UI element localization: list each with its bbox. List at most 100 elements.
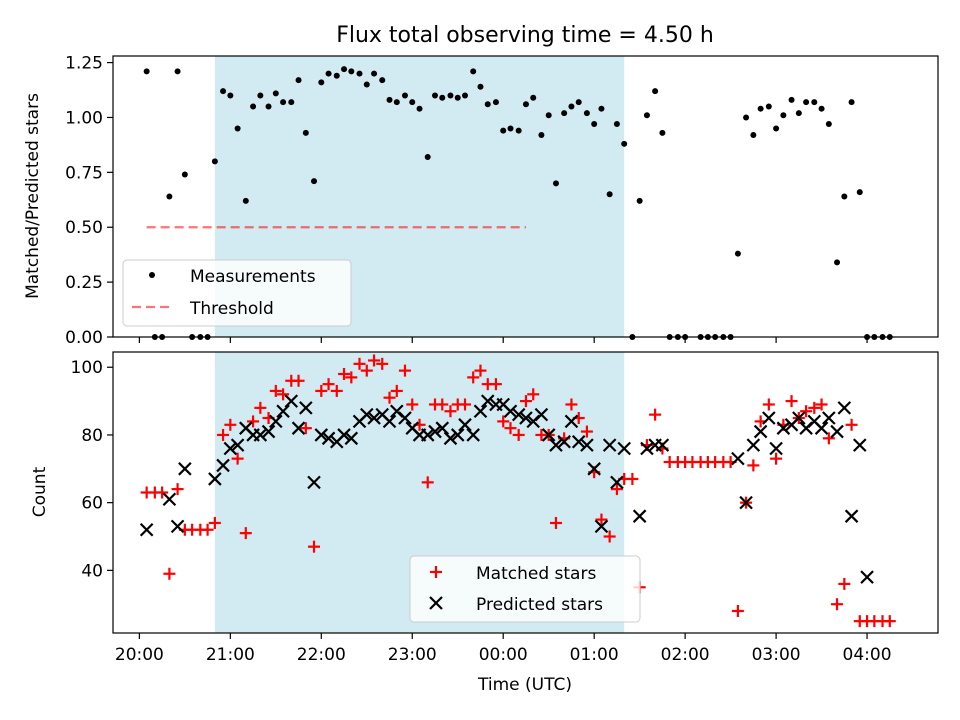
measurement-point	[356, 70, 363, 77]
predicted-stars-point	[610, 475, 624, 490]
measurement-point	[621, 140, 628, 147]
measurement-point	[788, 96, 795, 103]
predicted-stars-point	[594, 519, 609, 534]
predicted-stars-point	[178, 462, 192, 476]
measurement-point	[371, 70, 378, 77]
top-panel-marks	[112, 55, 939, 340]
measurement-point	[272, 90, 279, 97]
matched-stars-point	[322, 378, 335, 391]
predicted-stars-point	[852, 438, 867, 452]
y-tick-label: 0.00	[65, 328, 103, 348]
measurement-point	[507, 125, 514, 132]
predicted-stars-point	[792, 411, 806, 425]
matched-stars-point	[338, 368, 351, 381]
matched-stars-point	[224, 418, 237, 431]
measurement-point	[795, 110, 802, 117]
matched-stars-point	[580, 425, 593, 438]
measurement-point	[643, 112, 650, 119]
predicted-stars-point	[580, 438, 594, 452]
matched-stars-point	[299, 422, 312, 435]
matched-stars-point	[406, 398, 419, 411]
top-panel: 0.00 0.25 0.50 0.75 1.00 1.25 Matched/Predict…	[23, 54, 939, 348]
matched-stars-point	[497, 415, 510, 428]
measurement-point	[447, 92, 454, 99]
measurement-point	[583, 110, 590, 117]
measurement-point	[386, 96, 393, 103]
measurement-point	[811, 99, 818, 106]
measurement-point	[848, 99, 855, 106]
predicted-stars-point	[844, 509, 859, 523]
measurement-point	[143, 68, 150, 75]
matched-stars-point	[163, 567, 176, 580]
measurement-point	[613, 121, 620, 128]
chart-title: Flux total observing time = 4.50 h	[336, 23, 714, 48]
matched-stars-point	[883, 615, 896, 628]
y-tick-label: 1.25	[65, 54, 103, 74]
y-tick-label: 0.25	[65, 273, 103, 293]
bottom-legend-box	[409, 555, 641, 623]
predicted-stars-point	[314, 428, 329, 442]
matched-stars-point	[156, 486, 169, 499]
matched-stars-point	[239, 527, 252, 540]
measurement-point	[416, 105, 423, 112]
predicted-stars-point	[655, 438, 670, 452]
predicted-stars-point	[458, 418, 472, 432]
measurement-point	[462, 92, 469, 99]
matched-stars-point	[444, 405, 457, 418]
y-tick-label: 100	[71, 358, 103, 378]
measurement-point	[856, 189, 863, 196]
measurement-point	[250, 103, 257, 110]
matched-stars-point	[201, 523, 214, 536]
predicted-stars-point	[762, 411, 776, 425]
measurement-point	[552, 180, 559, 187]
measurement-point	[530, 94, 537, 101]
measurement-point	[477, 83, 484, 90]
matched-stars-point	[474, 364, 487, 377]
x-tick-label: 22:00	[297, 645, 346, 665]
measurement-point	[363, 81, 370, 88]
measurement-point	[515, 127, 522, 134]
predicted-stars-point	[602, 438, 617, 452]
predicted-stars-point	[382, 414, 397, 429]
measurement-point	[598, 105, 605, 112]
matched-stars-point	[254, 401, 267, 414]
measurement-point	[409, 99, 416, 106]
measurement-point	[659, 129, 666, 136]
measurement-point	[220, 88, 227, 95]
matched-stars-point	[269, 384, 282, 397]
x-tick-label: 20:00	[115, 645, 164, 665]
predicted-stars-point	[284, 394, 299, 408]
predicted-stars-point	[367, 411, 381, 425]
measurement-point	[348, 68, 355, 75]
predicted-stars-point	[170, 519, 185, 534]
legend-predicted-marker	[429, 596, 443, 610]
matched-stars-point	[390, 384, 403, 397]
x-tick-label: 21:00	[206, 645, 255, 665]
matched-stars-point	[231, 452, 244, 465]
predicted-stars-point	[473, 404, 488, 419]
measurement-point	[500, 127, 507, 134]
y-tick-label: 0.50	[65, 218, 103, 238]
predicted-stars-point	[769, 441, 783, 456]
matched-stars-point	[292, 374, 305, 387]
matched-stars-point	[353, 357, 366, 370]
predicted-stars-point	[466, 428, 480, 442]
matched-stars-point	[383, 391, 396, 404]
matched-stars-point	[845, 418, 858, 431]
predicted-stars-point	[632, 509, 647, 523]
measurement-point	[325, 70, 332, 77]
measurement-point	[424, 153, 431, 160]
predicted-stars-point	[549, 438, 563, 452]
matched-stars-point	[747, 459, 760, 472]
measurement-point	[606, 191, 613, 198]
measurement-point	[431, 92, 438, 99]
predicted-stars-point	[223, 441, 238, 456]
measurement-point	[166, 193, 173, 200]
matched-stars-point	[315, 384, 328, 397]
matched-stars-point	[504, 422, 517, 435]
axes-frame	[112, 351, 939, 634]
measurement-point	[743, 114, 750, 121]
measurement-point	[841, 193, 848, 200]
bottom-panel-marks	[112, 351, 939, 634]
measurement-point	[734, 250, 741, 257]
